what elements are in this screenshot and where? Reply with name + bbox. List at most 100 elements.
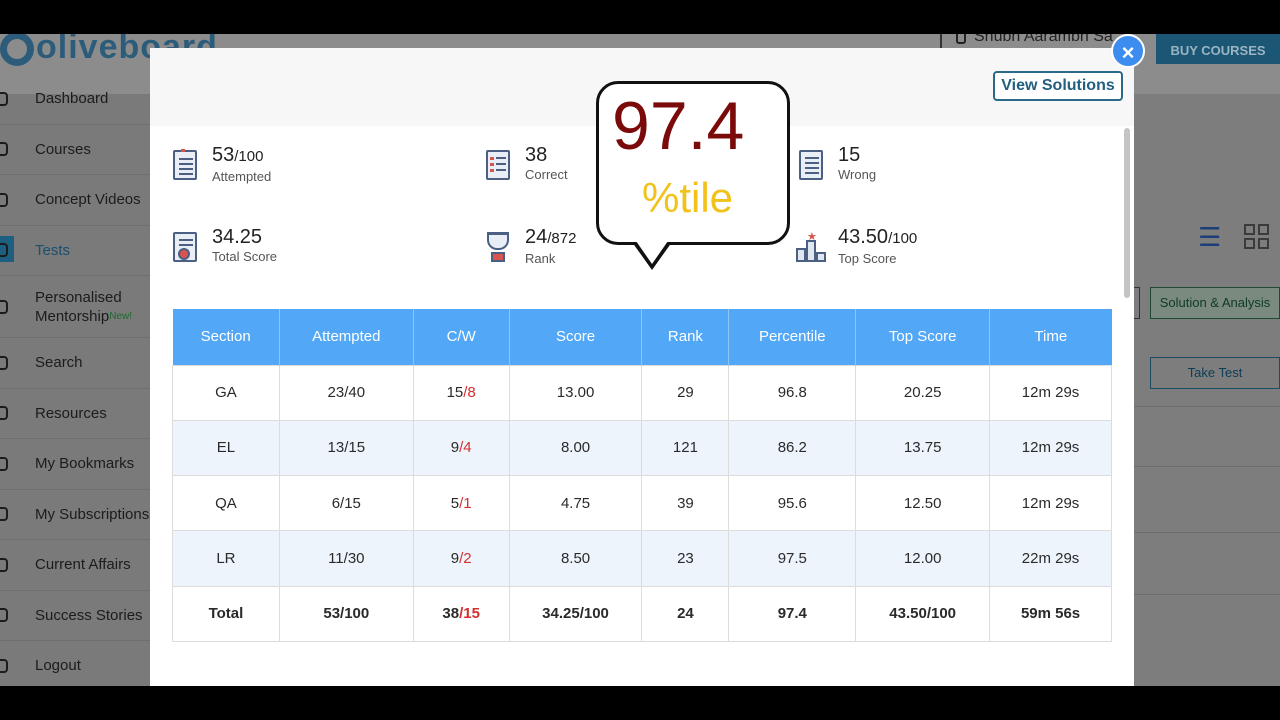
- rank-label: Rank: [525, 250, 576, 268]
- sidebar-item-concept-videos[interactable]: Concept Videos: [0, 175, 150, 226]
- cell-attempted: 23/40: [279, 365, 413, 420]
- cell-percentile: 97.4: [729, 586, 856, 641]
- sidebar-item-logout[interactable]: Logout: [0, 641, 150, 686]
- cell-time: 12m 29s: [990, 476, 1112, 531]
- divider: [1134, 594, 1280, 595]
- dashboard-icon: [0, 92, 8, 106]
- certificate-icon: [170, 230, 200, 264]
- sidebar-item-courses[interactable]: Courses: [0, 125, 150, 176]
- sidebar-item-label: Courses: [35, 141, 91, 158]
- pencil-icon: [0, 243, 8, 257]
- sidebar-item-resources[interactable]: Resources: [0, 389, 150, 440]
- cell-attempted: 6/15: [279, 476, 413, 531]
- buy-courses-button[interactable]: BUY COURSES: [1156, 34, 1280, 64]
- cell-score: 8.00: [509, 420, 642, 475]
- cell-score: 8.50: [509, 531, 642, 586]
- lightning-icon: [0, 558, 8, 572]
- background-content: [1134, 94, 1280, 686]
- cell-top-score: 12.50: [856, 476, 990, 531]
- sidebar-item-dashboard[interactable]: Dashboard: [0, 74, 150, 125]
- divider: [1134, 532, 1280, 533]
- app-viewport: oliveboard Shubh Aarambh Sa BUY COURSES …: [0, 34, 1280, 686]
- cell-attempted: 53/100: [279, 586, 413, 641]
- cell-top-score: 12.00: [856, 531, 990, 586]
- view-solutions-button[interactable]: View Solutions: [993, 71, 1123, 101]
- grid-view-icon[interactable]: [1244, 224, 1270, 250]
- close-modal-button[interactable]: ×: [1111, 34, 1145, 68]
- cell-correct-wrong: 9/2: [413, 531, 509, 586]
- table-row: EL 13/15 9/4 8.00 121 86.2 13.75 12m 29s: [173, 420, 1112, 475]
- sidebar-item-label: Dashboard: [35, 90, 108, 107]
- list-view-icon[interactable]: ☰: [1198, 222, 1221, 253]
- cell-score: 4.75: [509, 476, 642, 531]
- rank-total: /872: [547, 230, 576, 247]
- attempted-total: /100: [234, 148, 263, 165]
- column-header: Section: [173, 309, 280, 365]
- new-badge: New!: [109, 311, 132, 322]
- percentile-label: %tile: [642, 174, 733, 222]
- table-total-row: Total 53/100 38/15 34.25/100 24 97.4 43.50/100…: [173, 586, 1112, 641]
- cell-time: 59m 56s: [990, 586, 1112, 641]
- rank-value: 24: [525, 226, 547, 248]
- cell-score: 34.25/100: [509, 586, 642, 641]
- trophy-icon: [483, 230, 513, 264]
- table-header-row: Section Attempted C/W Score Rank Percent…: [173, 309, 1112, 365]
- top-score-value: 43.50: [838, 226, 888, 248]
- table-row: GA 23/40 15/8 13.00 29 96.8 20.25 12m 29s: [173, 365, 1112, 420]
- attempted-value: 53: [212, 144, 234, 166]
- modal-scrollbar[interactable]: [1124, 128, 1130, 298]
- column-header: Time: [990, 309, 1112, 365]
- solution-analysis-button[interactable]: Solution & Analysis: [1150, 287, 1280, 319]
- cell-percentile: 86.2: [729, 420, 856, 475]
- cell-rank: 24: [642, 586, 729, 641]
- stat-top-score: ★ 43.50/100 Top Score: [796, 226, 917, 268]
- wrong-list-icon: [796, 148, 826, 182]
- cell-top-score: 20.25: [856, 365, 990, 420]
- cell-time: 22m 29s: [990, 531, 1112, 586]
- divider: [1134, 466, 1280, 467]
- sidebar-item-label: Search: [35, 354, 83, 371]
- cell-rank: 121: [642, 420, 729, 475]
- cell-time: 12m 29s: [990, 420, 1112, 475]
- sidebar-item-current-affairs[interactable]: Current Affairs: [0, 540, 150, 591]
- cell-attempted: 13/15: [279, 420, 413, 475]
- resources-icon: [0, 406, 8, 420]
- subscription-icon: [0, 507, 8, 521]
- sidebar-item-label: Current Affairs: [35, 556, 131, 573]
- sidebar-item-success-stories[interactable]: Success Stories: [0, 591, 150, 642]
- cell-top-score: 43.50/100: [856, 586, 990, 641]
- total-score-label: Total Score: [212, 248, 277, 266]
- top-score-total: /100: [888, 230, 917, 247]
- cell-correct-wrong: 15/8: [413, 365, 509, 420]
- sidebar-item-tests[interactable]: Tests: [0, 226, 150, 277]
- cell-correct-wrong: 9/4: [413, 420, 509, 475]
- column-header: C/W: [413, 309, 509, 365]
- stat-total-score: 34.25 Total Score: [170, 226, 277, 266]
- sidebar-item-my-subscriptions[interactable]: My Subscriptions: [0, 490, 150, 541]
- column-header: Attempted: [279, 309, 413, 365]
- stat-rank: 24/872 Rank: [483, 226, 576, 268]
- background-button-edge: [1134, 287, 1140, 319]
- percentile-value: 97.4: [612, 86, 744, 166]
- sidebar-item-label: Success Stories: [35, 607, 143, 624]
- sidebar-item-my-bookmarks[interactable]: My Bookmarks: [0, 439, 150, 490]
- sidebar-item-search[interactable]: Search: [0, 338, 150, 389]
- user-icon: [0, 608, 8, 622]
- search-icon: [0, 356, 8, 370]
- user-icon: [956, 34, 966, 44]
- stat-correct: 38 Correct: [483, 144, 568, 184]
- section-results-table: Section Attempted C/W Score Rank Percent…: [172, 309, 1112, 642]
- cell-section: GA: [173, 365, 280, 420]
- sidebar-item-label: Concept Videos: [35, 191, 141, 208]
- cell-top-score: 13.75: [856, 420, 990, 475]
- top-score-label: Top Score: [838, 250, 917, 268]
- column-header: Top Score: [856, 309, 990, 365]
- sidebar-item-personalised[interactable]: Personalised MentorshipNew!: [0, 276, 150, 338]
- cell-correct-wrong: 38/15: [413, 586, 509, 641]
- stat-attempted: 53/100 Attempted: [170, 144, 271, 186]
- sidebar: Dashboard Courses Concept Videos Tests Perso…: [0, 74, 150, 686]
- take-test-button[interactable]: Take Test: [1150, 357, 1280, 389]
- video-icon: [0, 193, 8, 207]
- cell-attempted: 11/30: [279, 531, 413, 586]
- stat-wrong: 15 Wrong: [796, 144, 876, 184]
